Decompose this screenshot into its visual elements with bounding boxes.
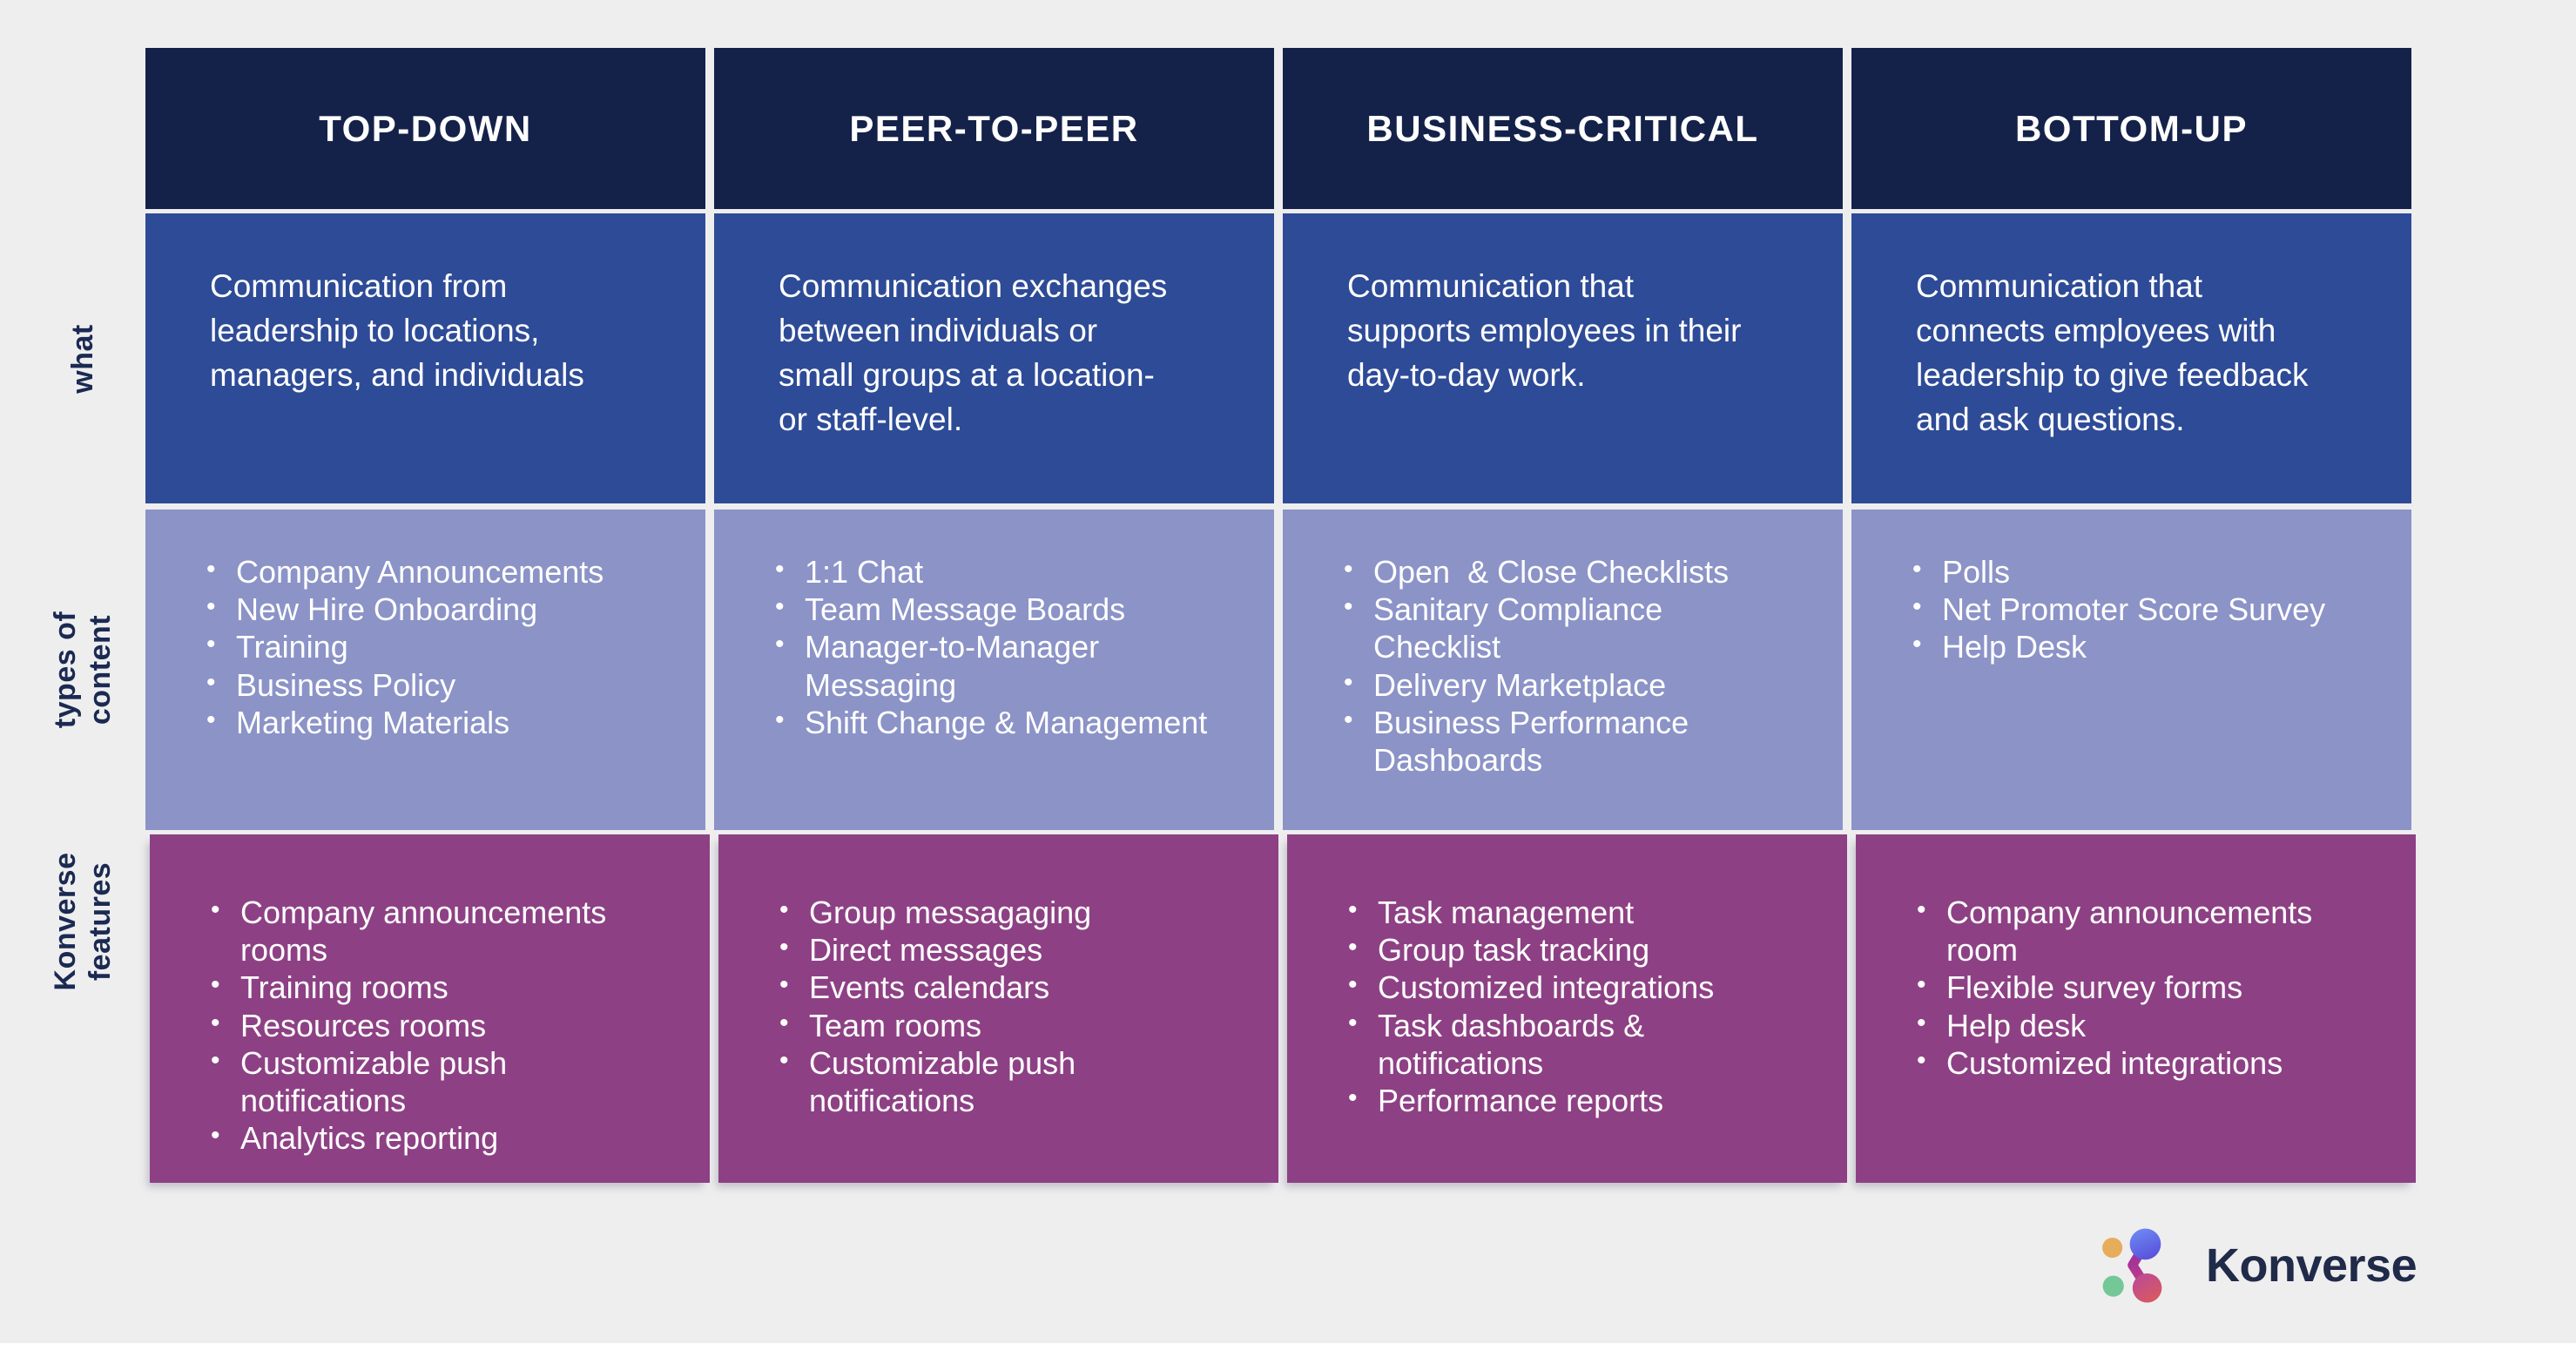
bullet-list: Company announcements rooms Training roo…: [150, 894, 710, 1157]
bullet-item: Task dashboards & notifications: [1345, 1007, 1821, 1082]
bullet-item: Direct messages: [776, 931, 1252, 969]
bullet-item: Open & Close Checklists: [1340, 553, 1817, 591]
bullet-item: Events calendars: [776, 969, 1252, 1006]
content-cell-peer-to-peer: 1:1 Chat Team Message Boards Manager-to-…: [714, 510, 1274, 830]
bullet-item: Training rooms: [207, 969, 684, 1006]
features-cell-business-critical: Task management Group task tracking Cust…: [1287, 834, 1847, 1183]
bullet-item: Group messagaging: [776, 894, 1252, 931]
bullet-item: Resources rooms: [207, 1007, 684, 1044]
bottom-white-strip: [0, 1343, 2576, 1357]
bullet-list: Task management Group task tracking Cust…: [1287, 894, 1847, 1119]
what-row: Communication from leadership to locatio…: [145, 213, 2411, 503]
header-row: TOP-DOWN PEER-TO-PEER BUSINESS-CRITICAL …: [145, 48, 2411, 209]
bullet-item: Manager-to-Manager Messaging: [772, 628, 1248, 703]
features-cell-peer-to-peer: Group messagaging Direct messages Events…: [718, 834, 1278, 1183]
konverse-logo: Konverse: [2101, 1219, 2418, 1311]
bullet-item: Customizable push notifications: [207, 1044, 684, 1119]
bullet-item: Customized integrations: [1913, 1044, 2390, 1082]
row-label-konverse-features: Konverse features: [48, 852, 117, 991]
bullet-item: 1:1 Chat: [772, 553, 1248, 591]
bullet-item: Help Desk: [1909, 628, 2385, 665]
bullet-item: Sanitary Compliance Checklist: [1340, 591, 1817, 665]
bullet-item: Shift Change & Management: [772, 704, 1248, 741]
bullet-item: Marketing Materials: [203, 704, 679, 741]
konverse-logo-text: Konverse: [2206, 1239, 2418, 1292]
what-cell-business-critical: Communication that supports employees in…: [1283, 213, 1843, 503]
bullet-list: Group messagaging Direct messages Events…: [718, 894, 1278, 1119]
bullet-list: Company announcements room Flexible surv…: [1856, 894, 2416, 1082]
bullet-item: Flexible survey forms: [1913, 969, 2390, 1006]
bullet-item: Training: [203, 628, 679, 665]
bullet-item: Business Performance Dashboards: [1340, 704, 1817, 779]
bullet-item: Team Message Boards: [772, 591, 1248, 628]
column-header-peer-to-peer: PEER-TO-PEER: [714, 48, 1274, 209]
bullet-item: Polls: [1909, 553, 2385, 591]
bullet-item: Business Policy: [203, 666, 679, 704]
bullet-item: Company announcements room: [1913, 894, 2390, 969]
row-label-types-of-content: types of content: [48, 611, 117, 729]
bullet-item: Group task tracking: [1345, 931, 1821, 969]
content-cell-bottom-up: Polls Net Promoter Score Survey Help Des…: [1851, 510, 2411, 830]
content-cell-business-critical: Open & Close Checklists Sanitary Complia…: [1283, 510, 1843, 830]
row-label-what: what: [65, 324, 99, 394]
what-cell-bottom-up: Communication that connects employees wi…: [1851, 213, 2411, 503]
bullet-item: Customizable push notifications: [776, 1044, 1252, 1119]
column-header-bottom-up: BOTTOM-UP: [1851, 48, 2411, 209]
bullet-list: Company Announcements New Hire Onboardin…: [145, 553, 705, 741]
konverse-logo-icon: [2101, 1219, 2192, 1311]
bullet-item: Customized integrations: [1345, 969, 1821, 1006]
bullet-list: Open & Close Checklists Sanitary Complia…: [1283, 553, 1843, 779]
bullet-item: Help desk: [1913, 1007, 2390, 1044]
column-header-business-critical: BUSINESS-CRITICAL: [1283, 48, 1843, 209]
comparison-table: TOP-DOWN PEER-TO-PEER BUSINESS-CRITICAL …: [145, 48, 2416, 1183]
bullet-item: New Hire Onboarding: [203, 591, 679, 628]
what-cell-top-down: Communication from leadership to locatio…: [145, 213, 705, 503]
types-of-content-row: Company Announcements New Hire Onboardin…: [145, 510, 2411, 830]
bullet-list: 1:1 Chat Team Message Boards Manager-to-…: [714, 553, 1274, 741]
bullet-item: Delivery Marketplace: [1340, 666, 1817, 704]
features-cell-bottom-up: Company announcements room Flexible surv…: [1856, 834, 2416, 1183]
what-cell-peer-to-peer: Communication exchanges between individu…: [714, 213, 1274, 503]
bullet-item: Task management: [1345, 894, 1821, 931]
bullet-item: Net Promoter Score Survey: [1909, 591, 2385, 628]
bullet-item: Analytics reporting: [207, 1119, 684, 1157]
content-cell-top-down: Company Announcements New Hire Onboardin…: [145, 510, 705, 830]
konverse-features-row: Company announcements rooms Training roo…: [150, 834, 2416, 1183]
features-cell-top-down: Company announcements rooms Training roo…: [150, 834, 710, 1183]
bullet-item: Team rooms: [776, 1007, 1252, 1044]
column-header-top-down: TOP-DOWN: [145, 48, 705, 209]
bullet-item: Performance reports: [1345, 1082, 1821, 1119]
bullet-item: Company Announcements: [203, 553, 679, 591]
bullet-item: Company announcements rooms: [207, 894, 684, 969]
bullet-list: Polls Net Promoter Score Survey Help Des…: [1851, 553, 2411, 666]
